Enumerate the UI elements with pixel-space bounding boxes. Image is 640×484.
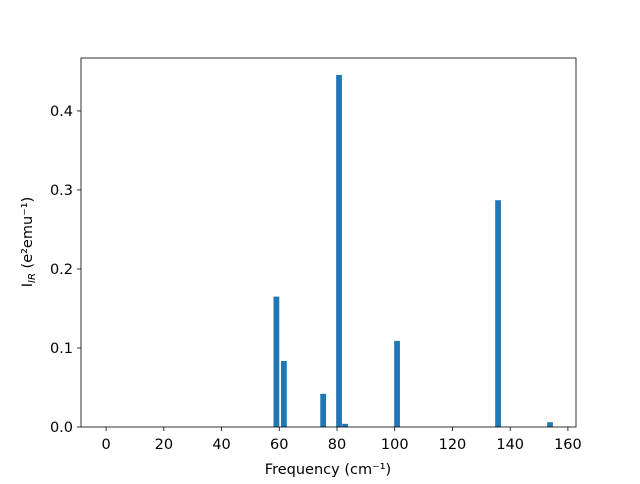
y-label-main: I (20, 283, 36, 287)
y-label-rest: (e²emu⁻¹) (20, 197, 36, 273)
y-axis-label: IIR (e²emu⁻¹) (20, 197, 38, 288)
bar (336, 74, 342, 427)
x-tick-label: 20 (155, 437, 173, 453)
bar (495, 200, 501, 427)
y-tick-label: 0.4 (50, 104, 73, 120)
x-tick-label: 120 (439, 437, 467, 453)
y-label-sub: IR (27, 273, 38, 283)
x-tick-label: 140 (496, 437, 524, 453)
y-tick-label: 0.0 (50, 420, 73, 436)
x-tick-label: 80 (328, 437, 346, 453)
x-tick-label: 160 (554, 437, 582, 453)
x-axis-label: Frequency (cm⁻¹) (265, 462, 391, 478)
bar (320, 393, 327, 427)
bar (281, 361, 287, 427)
bar (547, 422, 553, 427)
x-tick-label: 40 (212, 437, 230, 453)
x-tick-label: 0 (101, 437, 110, 453)
x-tick-label: 60 (270, 437, 288, 453)
y-tick-label: 0.1 (50, 341, 73, 357)
y-tick-label: 0.2 (50, 262, 73, 278)
bar (342, 423, 348, 427)
y-tick-label: 0.3 (50, 183, 73, 199)
bar (273, 296, 280, 427)
bar (394, 340, 400, 427)
plot-frame (80, 57, 577, 428)
x-tick-label: 100 (381, 437, 409, 453)
